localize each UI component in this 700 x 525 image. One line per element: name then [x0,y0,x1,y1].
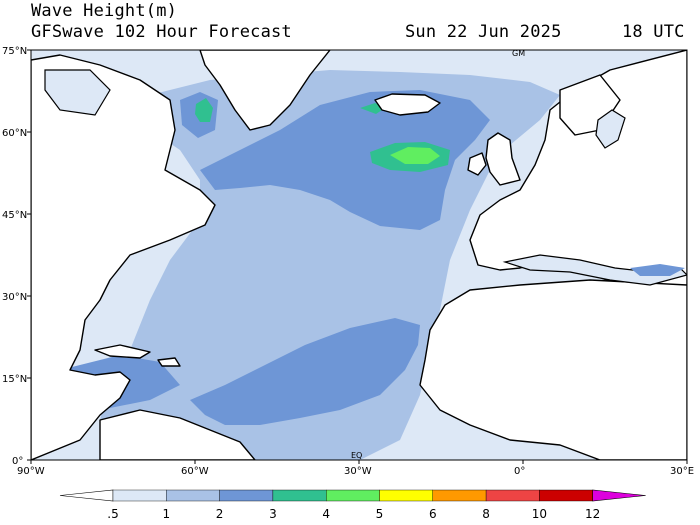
greenwich-marker: GM [512,49,525,58]
colorbar-label: 8 [482,507,490,521]
equator-marker: EQ [351,451,362,460]
land-masses [31,50,687,460]
colorbar-label: 2 [216,507,224,521]
lat-label-45n: 45°N [2,210,27,221]
colorbar-arrow-high [592,489,646,502]
land-ireland [467,152,487,176]
wave-band-3-4m-labrador [195,98,213,122]
colorbar-label: 4 [322,507,330,521]
colorbar-segment [219,489,274,502]
lat-label-30n: 30°N [2,292,27,303]
sea-hudson-bay [44,69,111,116]
forecast-hour: 18 UTC [622,22,685,42]
colorbar-label: .5 [107,507,118,521]
forecast-date: Sun 22 Jun 2025 [405,22,562,42]
sea-mediterranean [502,254,687,286]
colorbar-label: 6 [429,507,437,521]
lon-label-30w: 30°W [344,466,372,477]
colorbar-segment [379,489,433,502]
land-greenland [199,50,331,131]
map-title: Wave Height(m) [31,1,178,21]
colorbar-segment [539,489,593,502]
lon-label-0: 0° [514,466,525,477]
colorbar-segment [166,489,220,502]
land-south-america [99,409,256,460]
colorbar-label: 10 [532,507,547,521]
latitude-axis: 75°N 60°N 45°N 30°N 15°N 0° [2,46,31,467]
land-cuba [94,344,151,359]
lat-label-60n: 60°N [2,128,27,139]
colorbar-arrow-low [59,489,114,502]
land-africa [419,279,687,460]
wave-band-2-3m-north [200,90,490,230]
colorbar-segment [272,489,327,502]
colorbar-segment [485,489,540,502]
colorbar-segment [432,489,487,502]
colorbar-segment [326,489,380,502]
lat-label-75n: 75°N [2,46,27,57]
lat-label-eq: 0° [12,456,23,467]
lon-label-60w: 60°W [181,466,209,477]
lon-label-90w: 90°W [17,466,45,477]
colorbar-label: 1 [162,507,170,521]
sea-baltic [595,109,626,149]
model-label: GFSwave 102 Hour Forecast [31,22,292,42]
land-iceland [374,93,441,116]
colorbar-label: 3 [269,507,277,521]
colorbar-label: 5 [376,507,384,521]
map-panel [31,50,687,460]
sea-mediterranean-east [630,264,685,276]
land-north-america [31,54,216,460]
land-hispaniola [157,357,181,367]
lat-label-15n: 15°N [2,374,27,385]
colorbar: .5 1 2 3 4 5 6 8 10 12 [59,489,646,521]
land-british-isles [485,132,521,186]
inland-seas [44,69,687,286]
longitude-axis: 90°W 60°W 30°W 0° 30°E GM EQ [17,49,694,477]
colorbar-segment [112,489,167,502]
colorbar-label: 12 [585,507,600,521]
lon-label-30e: 30°E [670,466,694,477]
wave-band-2-3m-south [190,318,420,425]
wave-band-4-5m-core [390,147,440,164]
